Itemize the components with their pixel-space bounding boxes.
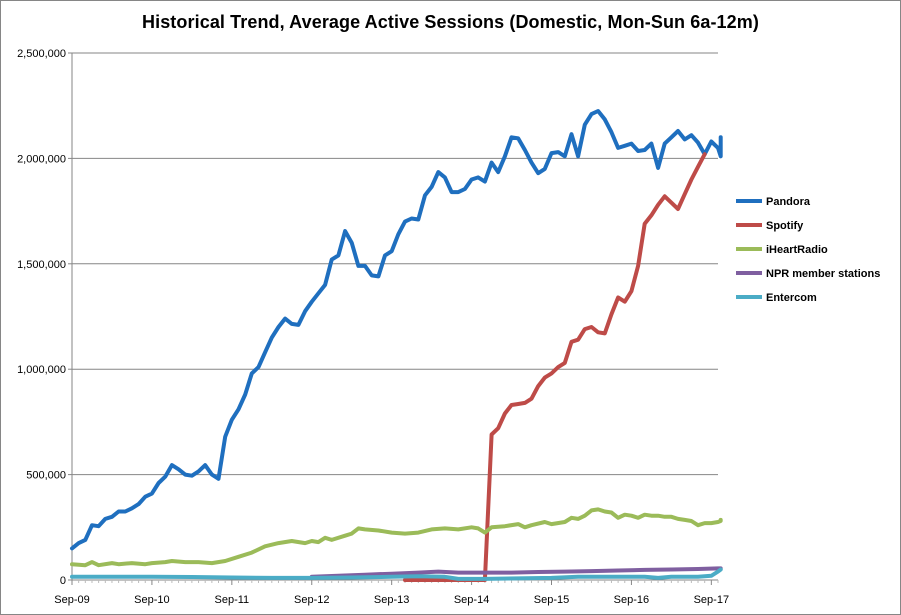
y-tick-label: 1,500,000: [17, 259, 66, 271]
x-tick-label: Sep-11: [215, 594, 250, 606]
series-line-spotify: [403, 152, 707, 582]
x-tick-label: Sep-15: [534, 594, 569, 606]
gridlines: [72, 52, 718, 476]
chart-title: Historical Trend, Average Active Session…: [142, 12, 759, 32]
x-tick-label: Sep-17: [694, 594, 729, 606]
x-tick-label: Sep-09: [54, 594, 89, 606]
y-tick-label: 2,500,000: [17, 48, 66, 60]
x-tick-label: Sep-13: [374, 594, 409, 606]
x-tick-label: Sep-12: [294, 594, 329, 606]
series-line-pandora: [70, 109, 723, 551]
legend-label-spotify: Spotify: [766, 220, 804, 232]
legend-label-pandora: Pandora: [766, 196, 811, 208]
legend-label-iheartradio: iHeartRadio: [766, 244, 828, 256]
legend: Pandora Spotify iHeartRadio NPR member stat…: [736, 196, 880, 304]
x-tick-label: Sep-16: [614, 594, 649, 606]
x-tick-label: Sep-14: [454, 594, 489, 606]
legend-label-npr-member-stations: NPR member stations: [766, 268, 880, 280]
series-lines: [70, 109, 723, 582]
series-line-npr-member-stations: [309, 566, 723, 579]
x-tick-label: Sep-10: [134, 594, 169, 606]
axes: 0 500,000 1,000,000 1,500,000 2,000,000 2,500…: [17, 48, 729, 606]
y-tick-label: 2,000,000: [17, 153, 66, 165]
y-tick-label: 500,000: [26, 470, 66, 482]
series-line-iheartradio: [70, 507, 723, 568]
y-tick-label: 1,000,000: [17, 364, 66, 376]
legend-label-entercom: Entercom: [766, 292, 817, 304]
y-tick-label: 0: [60, 575, 66, 587]
series-line-entercom: [70, 567, 723, 581]
